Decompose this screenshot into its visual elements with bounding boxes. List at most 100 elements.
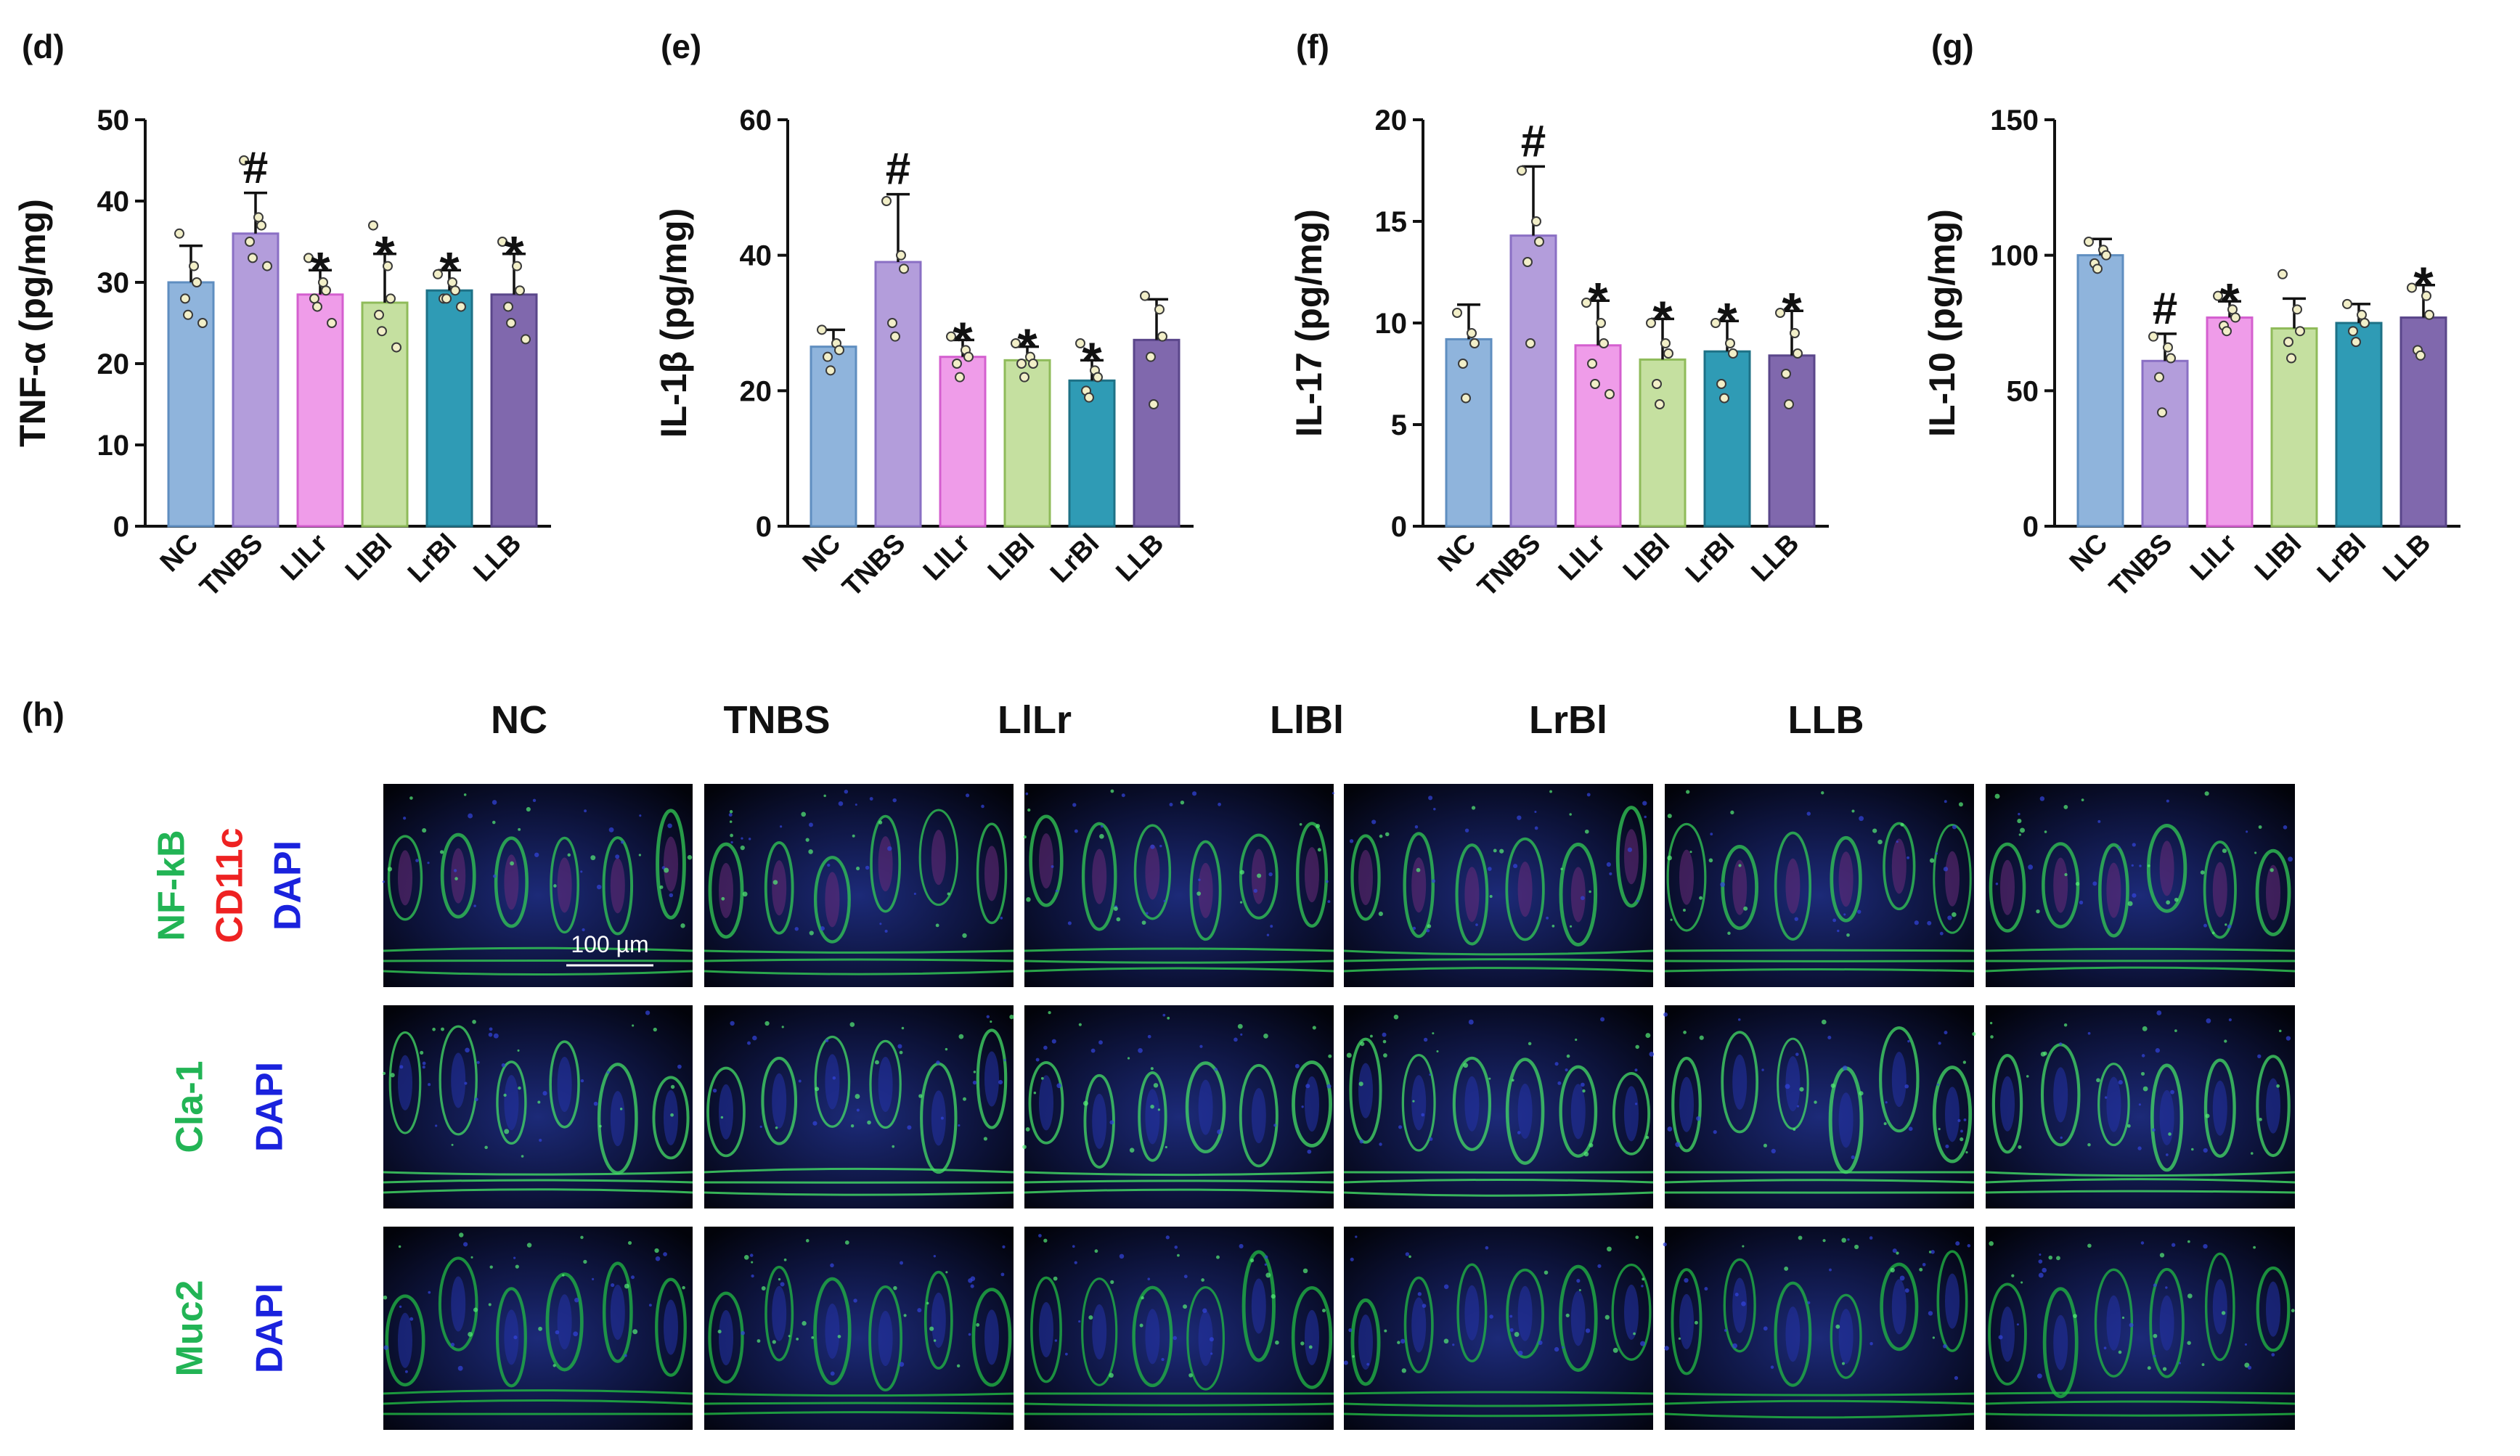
muscle-band xyxy=(1343,1402,1654,1407)
fluorescence-speck xyxy=(1397,1341,1400,1344)
fluorescence-speck xyxy=(513,1256,516,1259)
panel-label: (h) xyxy=(22,695,65,733)
micrograph-nc-row1 xyxy=(382,784,693,987)
fluorescence-speck xyxy=(1366,1362,1370,1366)
crypt-outline xyxy=(1615,806,1647,908)
fluorescence-speck xyxy=(945,1271,948,1274)
crypt-nucleus xyxy=(1198,862,1213,918)
fluorescence-speck xyxy=(1412,1100,1415,1103)
y-tick-label: 5 xyxy=(1391,409,1407,441)
fluorescence-speck xyxy=(809,822,813,827)
fluorescence-speck xyxy=(2247,1365,2252,1370)
fluorescence-speck xyxy=(962,933,967,938)
fluorescence-speck xyxy=(884,929,888,933)
fluorescence-speck xyxy=(510,861,514,866)
fluorescence-speck xyxy=(583,1259,587,1264)
fluorescence-speck xyxy=(1938,1042,1941,1045)
fluorescence-speck xyxy=(940,1116,944,1120)
crypt-outline xyxy=(1774,831,1812,941)
fluorescence-speck xyxy=(958,1124,961,1127)
fluorescence-speck xyxy=(1699,896,1703,900)
muscle-band xyxy=(383,1188,693,1194)
fluorescence-speck xyxy=(1955,1241,1960,1246)
crypt-outline xyxy=(813,1277,852,1386)
data-point xyxy=(441,293,452,304)
crypt-outline xyxy=(2256,1055,2291,1158)
y-axis-label: TNF-α (pg/mg) xyxy=(12,199,53,447)
crypt-nucleus xyxy=(1732,1277,1748,1333)
data-point xyxy=(327,318,337,328)
y-axis-label: IL-17 (pg/mg) xyxy=(1289,209,1329,437)
crypt-outline xyxy=(1081,1277,1118,1386)
fluorescence-speck xyxy=(1025,792,1029,796)
fluorescence-speck xyxy=(1141,1296,1144,1300)
fluorescence-speck xyxy=(1398,1125,1403,1129)
fluorescence-speck xyxy=(1960,1137,1964,1142)
fluorescence-speck xyxy=(1163,899,1166,903)
crypt-nucleus xyxy=(1251,1088,1266,1144)
muscle-band xyxy=(1664,949,1975,952)
fluorescence-speck xyxy=(1162,1013,1166,1017)
data-point xyxy=(197,318,208,328)
significance-star: * xyxy=(1717,293,1737,349)
y-tick-label: 0 xyxy=(113,511,129,543)
fluorescence-speck xyxy=(1109,1120,1114,1125)
micrograph-background xyxy=(1665,1227,1974,1430)
fluorescence-speck xyxy=(390,1073,395,1078)
fluorescence-speck xyxy=(968,1333,971,1336)
fluorescence-speck xyxy=(663,1252,667,1256)
fluorescence-speck xyxy=(856,866,860,871)
data-point xyxy=(1655,399,1665,409)
fluorescence-speck xyxy=(526,806,531,812)
fluorescence-speck xyxy=(796,1338,799,1341)
category-label: TNBS xyxy=(1472,528,1547,603)
fluorescence-speck xyxy=(1914,920,1919,925)
fluorescence-speck xyxy=(1177,1253,1180,1257)
fluorescence-speck xyxy=(772,1340,776,1344)
fluorescence-speck xyxy=(783,1258,787,1261)
data-point xyxy=(887,318,897,328)
fluorescence-speck xyxy=(1678,1337,1681,1340)
category-label: LlLr xyxy=(918,528,976,587)
fluorescence-speck xyxy=(1704,1287,1708,1291)
fluorescence-speck xyxy=(1877,839,1883,845)
crypt-nucleus xyxy=(2159,1089,2174,1145)
fluorescence-speck xyxy=(1141,920,1146,925)
fluorescence-speck xyxy=(1239,1243,1244,1248)
crypt-outline xyxy=(1777,1037,1809,1130)
data-point xyxy=(2357,309,2367,320)
bar-lrbl xyxy=(425,289,473,528)
crypt-nucleus xyxy=(772,1073,787,1129)
fluorescence-speck xyxy=(667,823,672,828)
category-label: LlBl xyxy=(2249,528,2307,586)
fluorescence-speck xyxy=(1743,906,1748,911)
crypt-outline xyxy=(1559,842,1598,947)
fluorescence-speck xyxy=(624,1283,629,1289)
fluorescence-speck xyxy=(900,1261,904,1265)
crypt-nucleus xyxy=(664,836,678,892)
crypt-nucleus xyxy=(1838,851,1854,907)
fluorescence-speck xyxy=(2104,1096,2108,1099)
fluorescence-speck xyxy=(1580,896,1585,901)
crypt-nucleus xyxy=(1411,857,1427,913)
crypt-outline xyxy=(1185,1061,1226,1154)
y-tick-label: 40 xyxy=(740,240,772,272)
fluorescence-speck xyxy=(1196,891,1202,896)
fluorescence-speck xyxy=(965,793,970,798)
fluorescence-speck xyxy=(856,1108,860,1112)
fluorescence-speck xyxy=(1382,1032,1387,1037)
fluorescence-speck xyxy=(1464,828,1469,833)
fluorescence-speck xyxy=(1443,1338,1449,1344)
muscle-band xyxy=(1985,1391,2296,1395)
fluorescence-speck xyxy=(382,880,386,883)
crypt-outline xyxy=(2042,1287,2079,1399)
fluorescence-speck xyxy=(1033,1092,1037,1095)
fluorescence-speck xyxy=(1634,1068,1638,1072)
crypt-outline xyxy=(1612,1071,1651,1156)
muscle-band xyxy=(383,1179,693,1184)
micrograph-background xyxy=(1344,784,1653,987)
crypt-nucleus xyxy=(1464,1076,1480,1132)
muscle-band xyxy=(383,1171,693,1176)
fluorescence-speck xyxy=(1642,1277,1645,1281)
fluorescence-speck xyxy=(1427,924,1432,928)
